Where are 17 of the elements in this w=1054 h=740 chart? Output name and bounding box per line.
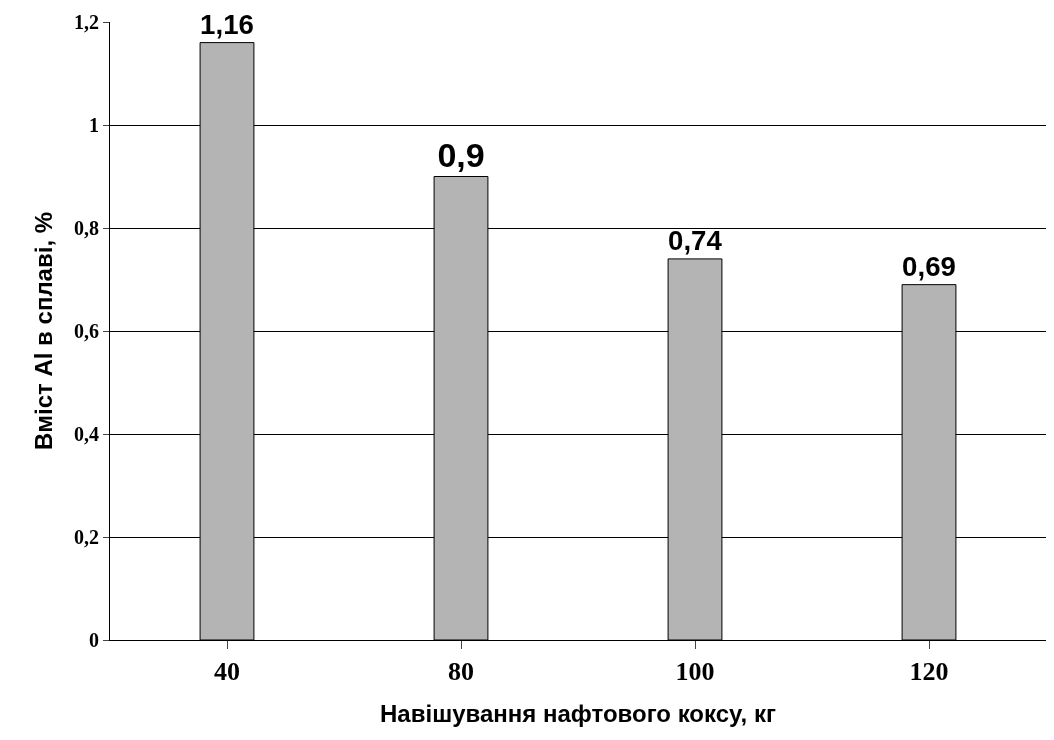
x-tick-label: 80 [448,657,474,687]
x-tick-label: 100 [675,657,715,687]
y-tick-label: 0,6 [74,320,99,342]
y-tick-label: 1 [89,114,99,136]
data-label: 0,69 [902,250,956,282]
x-tick-label: 40 [214,657,240,687]
data-label: 1,16 [200,8,254,40]
y-tick-label: 0,8 [74,217,99,239]
y-tick-label: 0,4 [74,423,99,445]
y-tick-label: 0 [89,629,99,651]
y-tick-label: 1,2 [74,11,99,33]
y-tick-label: 0,2 [74,526,99,548]
x-tick-label: 120 [909,657,949,687]
data-label: 0,74 [668,225,723,257]
x-axis-title: Навішування нафтового коксу, кг [380,700,776,727]
y-axis-title: Вміст Al в сплаві, % [30,211,57,451]
data-label: 0,9 [437,135,485,174]
